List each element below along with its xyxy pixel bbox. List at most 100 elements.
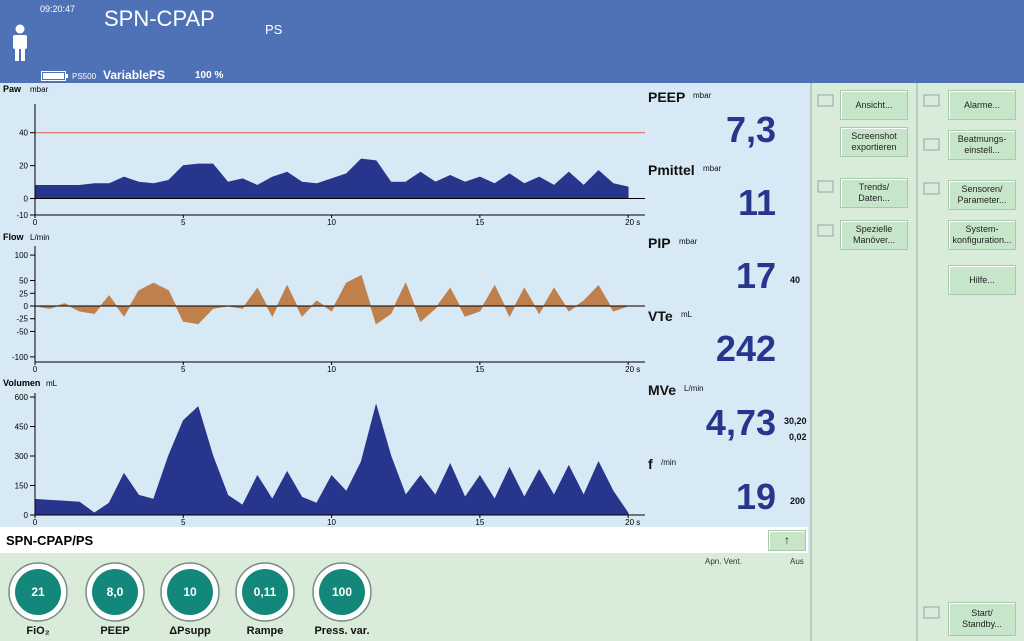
knob-value: 100: [332, 585, 352, 599]
menu-button[interactable]: Hilfe...: [948, 265, 1016, 295]
plot-title: Volumen: [3, 378, 40, 388]
plot-unit: mL: [46, 379, 58, 388]
knob-face: [242, 569, 288, 615]
menu-button[interactable]: Spezielle Manöver...: [840, 220, 908, 250]
readout-value: 11: [737, 182, 776, 223]
y-tick-label: -25: [16, 315, 28, 324]
scroll-button[interactable]: ↑: [768, 530, 806, 551]
x-tick-label: 20 s: [625, 218, 640, 227]
menu-icon: [817, 224, 834, 237]
plot-unit: L/min: [30, 233, 50, 242]
waveform-area: [34, 158, 629, 199]
menu-icon: [817, 94, 834, 107]
y-tick-label: 0: [24, 195, 29, 204]
readout-limit: 40: [790, 275, 801, 285]
y-tick-label: 450: [15, 423, 29, 432]
readout-limit: 30,20: [784, 416, 807, 426]
setting-knob[interactable]: 8,0 PEEP: [83, 558, 147, 638]
header: 09:20:47 SPN-CPAP PS PS500 VariablePS 10…: [0, 0, 1024, 83]
y-tick-label: -10: [16, 211, 28, 220]
readout-label: VTe: [648, 308, 673, 324]
readout-unit: mbar: [703, 164, 722, 173]
plot-unit: mbar: [30, 85, 49, 94]
x-tick-label: 10: [327, 518, 336, 527]
x-tick-label: 0: [33, 518, 38, 527]
readout-unit: mL: [681, 310, 693, 319]
y-tick-label: 100: [15, 251, 29, 260]
menu-button[interactable]: Alarme...: [948, 90, 1016, 120]
x-tick-label: 10: [327, 365, 336, 374]
menu-icon: [923, 606, 940, 619]
y-tick-label: -50: [16, 327, 28, 336]
readout-label: PEEP: [648, 89, 686, 105]
plot-title: Paw: [3, 84, 22, 94]
knob-value: 0,11: [254, 585, 277, 599]
menu-button[interactable]: Start/ Standby...: [948, 602, 1016, 636]
readout-value: 19: [735, 476, 776, 517]
menu-button[interactable]: System-konfiguration...: [948, 220, 1016, 250]
mode-title: SPN-CPAP/PS: [6, 533, 94, 548]
readout-value: 17: [735, 255, 776, 296]
knob-face: [167, 569, 213, 615]
y-tick-label: 40: [19, 129, 28, 138]
readout-unit: /min: [661, 458, 677, 467]
y-tick-label: 25: [19, 289, 28, 298]
y-tick-label: 0: [24, 511, 29, 520]
knob-label: Press. var.: [314, 625, 369, 637]
y-tick-label: 20: [19, 162, 28, 171]
percent: 100 %: [195, 70, 224, 81]
menu-icon: [817, 180, 834, 193]
x-tick-label: 0: [33, 365, 38, 374]
y-tick-label: -100: [12, 353, 29, 362]
readout-value: 242: [715, 328, 776, 369]
apnea-value: Aus: [790, 557, 804, 566]
menu-button[interactable]: Beatmungs-einstell...: [948, 130, 1016, 160]
readout-label: f: [648, 456, 653, 472]
readout-limit: 200: [790, 496, 806, 506]
y-tick-label: 600: [15, 393, 29, 402]
setting-knob[interactable]: 10 ΔPsupp: [158, 558, 222, 638]
y-tick-label: 300: [15, 452, 29, 461]
y-tick-label: 0: [24, 302, 29, 311]
x-tick-label: 20 s: [625, 518, 640, 527]
x-tick-label: 10: [327, 218, 336, 227]
battery-label: PS500: [72, 72, 97, 81]
y-tick-label: 50: [19, 277, 28, 286]
readout-label: MVe: [648, 382, 677, 398]
readout-value: 7,3: [725, 109, 776, 150]
x-tick-label: 5: [181, 365, 186, 374]
y-tick-label: 150: [15, 482, 29, 491]
x-tick-label: 15: [475, 365, 484, 374]
menu-icon: [923, 138, 940, 151]
readout-limit-low: 0,02: [789, 432, 807, 442]
knob-value: 8,0: [107, 585, 124, 599]
knob-label: PEEP: [100, 625, 129, 637]
clock: 09:20:47: [40, 4, 76, 14]
menu-button[interactable]: Trends/ Daten...: [840, 178, 908, 208]
readout-unit: L/min: [684, 384, 704, 393]
knob-face: [319, 569, 365, 615]
menu-right: [916, 83, 1024, 641]
knob-label: ΔPsupp: [169, 625, 211, 637]
x-tick-label: 20 s: [625, 365, 640, 374]
setting-knob[interactable]: 21 FiO₂: [6, 558, 70, 638]
menu-button[interactable]: Ansicht...: [840, 90, 908, 120]
readout-label: PIP: [648, 235, 671, 251]
setting-knob[interactable]: 0,11 Rampe: [233, 558, 297, 638]
readout-unit: mbar: [693, 91, 712, 100]
apnea-label: Apn. Vent.: [705, 557, 742, 566]
x-tick-label: 15: [475, 218, 484, 227]
setting-knob[interactable]: 100 Press. var.: [310, 558, 374, 638]
menu-button[interactable]: Screenshot exportieren: [840, 127, 908, 157]
menu-icon: [923, 182, 940, 195]
menu-button[interactable]: Sensoren/ Parameter...: [948, 180, 1016, 210]
knob-face: [15, 569, 61, 615]
mode-bar: [0, 527, 808, 553]
patient-icon: [13, 24, 27, 61]
x-tick-label: 5: [181, 518, 186, 527]
menu-left: [810, 83, 918, 641]
submode: PS: [265, 22, 283, 37]
readout-label: Pmittel: [648, 162, 695, 178]
